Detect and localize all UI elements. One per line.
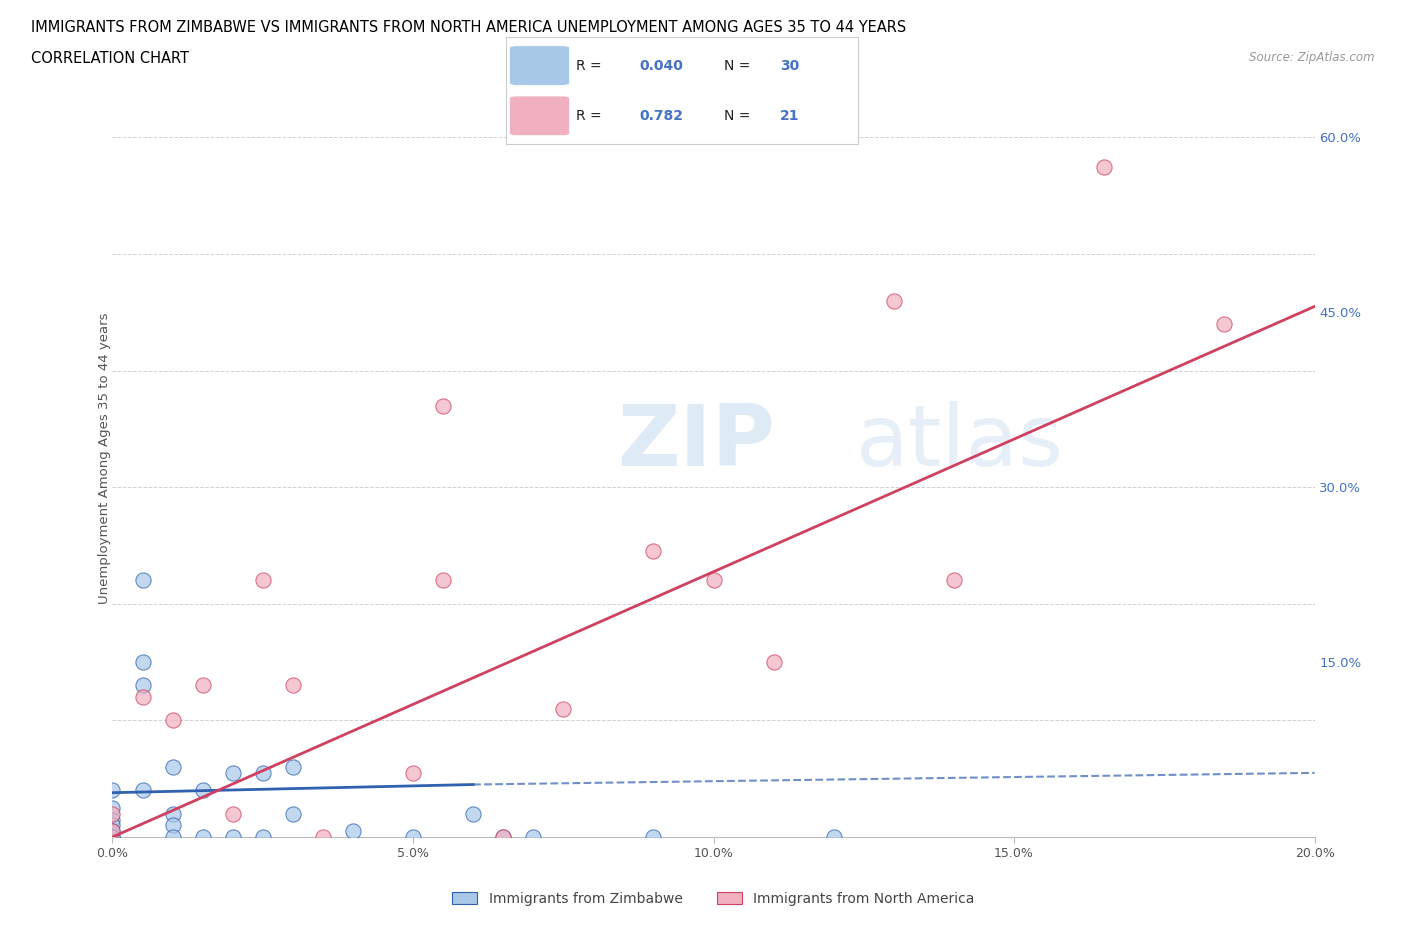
Point: [281, 678, 304, 693]
Point: [191, 783, 214, 798]
Point: [492, 830, 515, 844]
Text: CORRELATION CHART: CORRELATION CHART: [31, 51, 188, 66]
Text: atlas: atlas: [855, 402, 1063, 485]
Point: [942, 573, 965, 588]
Point: [131, 783, 153, 798]
Point: [101, 830, 124, 844]
Point: [643, 830, 665, 844]
Point: [762, 655, 785, 670]
Point: [162, 760, 184, 775]
Point: [222, 765, 245, 780]
Point: [492, 830, 515, 844]
Point: [402, 830, 425, 844]
Point: [131, 573, 153, 588]
Point: [162, 817, 184, 832]
Point: [131, 678, 153, 693]
Point: [281, 760, 304, 775]
Point: [432, 398, 454, 413]
Text: N =: N =: [724, 110, 751, 124]
Text: IMMIGRANTS FROM ZIMBABWE VS IMMIGRANTS FROM NORTH AMERICA UNEMPLOYMENT AMONG AGE: IMMIGRANTS FROM ZIMBABWE VS IMMIGRANTS F…: [31, 20, 907, 35]
Text: R =: R =: [576, 60, 602, 73]
Text: 0.040: 0.040: [640, 60, 683, 73]
Point: [101, 817, 124, 832]
Point: [702, 573, 725, 588]
Point: [252, 573, 274, 588]
Point: [162, 713, 184, 728]
Point: [101, 806, 124, 821]
Point: [643, 544, 665, 559]
Point: [461, 806, 484, 821]
Point: [553, 701, 575, 716]
Point: [101, 783, 124, 798]
Point: [312, 830, 335, 844]
Point: [101, 824, 124, 839]
Point: [522, 830, 544, 844]
FancyBboxPatch shape: [509, 96, 569, 136]
Point: [101, 830, 124, 844]
Point: [131, 655, 153, 670]
Point: [101, 824, 124, 839]
Text: ZIP: ZIP: [617, 402, 775, 485]
Point: [131, 690, 153, 705]
Text: R =: R =: [576, 110, 602, 124]
Point: [252, 830, 274, 844]
Point: [101, 812, 124, 827]
Text: 0.782: 0.782: [640, 110, 683, 124]
Point: [432, 573, 454, 588]
Point: [101, 801, 124, 816]
Point: [1213, 316, 1236, 331]
Legend: Immigrants from Zimbabwe, Immigrants from North America: Immigrants from Zimbabwe, Immigrants fro…: [453, 892, 974, 906]
Text: Source: ZipAtlas.com: Source: ZipAtlas.com: [1250, 51, 1375, 64]
Text: N =: N =: [724, 60, 751, 73]
Point: [281, 806, 304, 821]
Point: [402, 765, 425, 780]
Point: [191, 830, 214, 844]
Point: [823, 830, 845, 844]
Point: [191, 678, 214, 693]
Point: [162, 806, 184, 821]
Text: 30: 30: [780, 60, 800, 73]
Text: 21: 21: [780, 110, 800, 124]
Y-axis label: Unemployment Among Ages 35 to 44 years: Unemployment Among Ages 35 to 44 years: [97, 312, 111, 604]
Point: [222, 806, 245, 821]
Point: [162, 830, 184, 844]
Point: [1092, 159, 1115, 174]
Point: [252, 765, 274, 780]
Point: [883, 293, 905, 308]
Point: [342, 824, 364, 839]
Point: [222, 830, 245, 844]
FancyBboxPatch shape: [509, 46, 569, 86]
